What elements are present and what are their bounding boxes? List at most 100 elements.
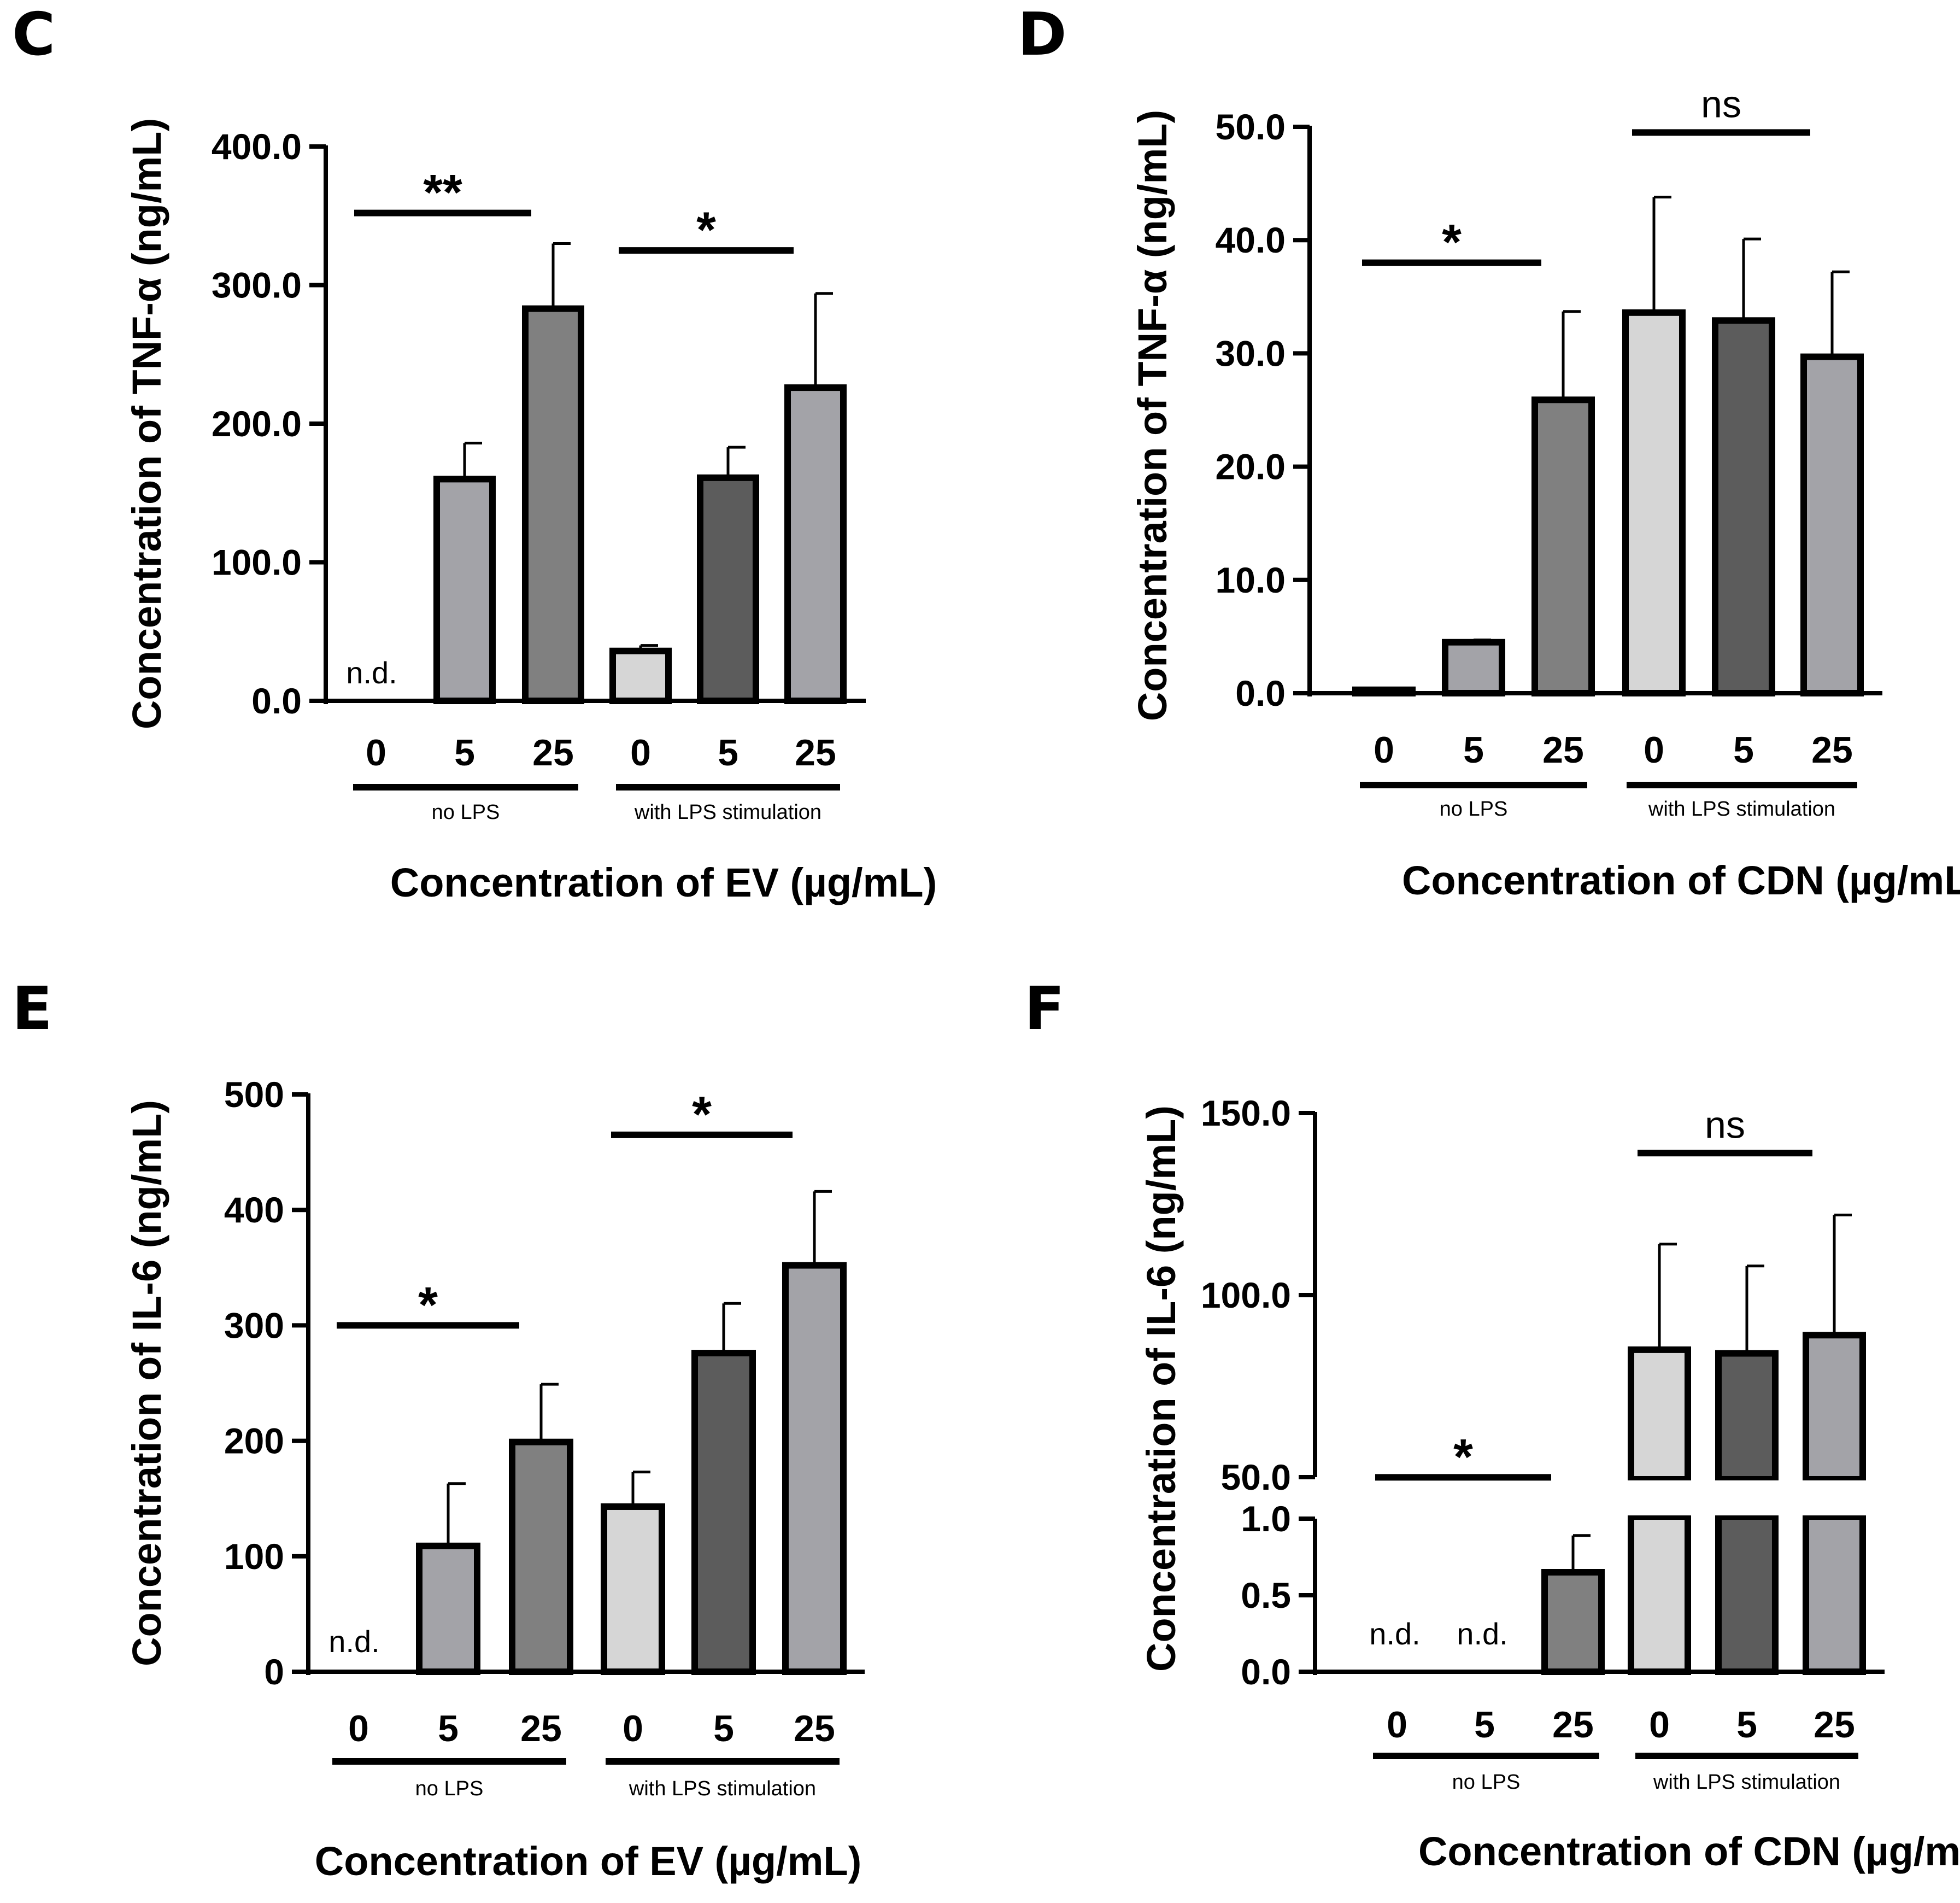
panel-d-chart: 0.0 10.0 20.0 30.0 40.0 50.0 * ns D 0 5 25 0 5 25 no LP…: [1018, 1, 1960, 903]
y-tick-label: 100.0: [1201, 1275, 1291, 1315]
y-axis-title: Concentration of TNF-α (ng/mL): [1130, 110, 1175, 721]
data-bar: [1800, 353, 1864, 696]
group-label: with LPS stimulation: [634, 801, 821, 824]
x-tick-label: 0: [1387, 1704, 1407, 1746]
data-bar-upper: [1803, 1332, 1866, 1483]
axis-break-gap: [1310, 1480, 1894, 1515]
y-tick-label: 300.0: [212, 265, 302, 306]
y-tick-label: 0.0: [1241, 1652, 1291, 1692]
x-tick-label: 25: [795, 732, 836, 774]
group-label: with LPS stimulation: [1653, 1771, 1840, 1794]
y-tick-label: 50.0: [1221, 1457, 1291, 1497]
x-axis-title: Concentration of EV (µg/mL): [315, 1838, 861, 1884]
x-tick-label: 25: [794, 1708, 835, 1749]
significance-label: **: [423, 165, 462, 221]
y-tick-label: 0.5: [1241, 1575, 1291, 1615]
panel-letter: D: [1018, 1, 1067, 69]
x-tick-label: 25: [520, 1708, 562, 1749]
x-tick-label: 0: [366, 732, 386, 774]
panel-letter: E: [12, 975, 52, 1043]
y-tick-label: 40.0: [1216, 220, 1286, 260]
panel-e-chart: 0 100 200 300 400 500 n.d. * * E 0 5 25 0 5 25 no LPS wit…: [12, 975, 865, 1884]
x-tick-label: 5: [1474, 1704, 1495, 1746]
x-tick-label: 5: [1463, 729, 1484, 771]
x-tick-label: 5: [1736, 1704, 1757, 1746]
data-bar: [416, 1542, 480, 1675]
data-bar: [691, 1350, 756, 1675]
data-bar: [1712, 317, 1775, 696]
data-bar-lower: [1803, 1513, 1866, 1675]
x-tick-label: 0: [1644, 729, 1664, 771]
y-axis-title: Concentration of TNF-α (ng/mL): [124, 118, 169, 729]
data-bar-lower: [1715, 1513, 1779, 1675]
y-tick-label: 0: [264, 1652, 284, 1692]
y-axis-title: Concentration of IL-6 (ng/mL): [124, 1100, 169, 1666]
data-bar: [782, 1262, 847, 1675]
x-tick-label: 0: [1649, 1704, 1670, 1746]
significance-label: *: [418, 1277, 438, 1333]
data-bar: [1622, 309, 1686, 696]
x-tick-label: 25: [1542, 729, 1584, 771]
not-detected-label: n.d.: [1369, 1617, 1420, 1651]
y-tick-label: 100: [224, 1536, 284, 1577]
y-tick-label: 400.0: [212, 126, 302, 167]
data-bar: [522, 305, 584, 704]
significance-label: *: [1453, 1429, 1473, 1485]
data-bar: [609, 647, 672, 704]
data-bar-upper: [1715, 1350, 1779, 1483]
data-bar-lower: [1628, 1513, 1691, 1675]
data-bar: [509, 1438, 573, 1675]
data-bar: [1541, 1569, 1605, 1675]
y-tick-label: 0.0: [251, 681, 302, 721]
group-label: with LPS stimulation: [1648, 798, 1835, 821]
data-bar: [697, 474, 759, 704]
y-tick-label: 1.0: [1241, 1498, 1291, 1539]
panel-f-chart: 50.0 100.0 150.0 0.0 0.5 1.0 n.d. n.d. * ns F 0 5 25 0…: [1024, 975, 1960, 1874]
x-tick-label: 5: [713, 1708, 734, 1749]
x-tick-label: 0: [623, 1708, 643, 1749]
data-bar: [1531, 396, 1595, 696]
panel-letter: C: [12, 1, 55, 69]
y-tick-label: 400: [224, 1190, 284, 1230]
x-axis-title: Concentration of EV (µg/mL): [390, 860, 937, 905]
group-label: no LPS: [432, 801, 500, 824]
x-tick-label: 5: [438, 1708, 459, 1749]
not-detected-label: n.d.: [346, 655, 397, 690]
data-bar: [601, 1503, 665, 1675]
y-tick-label: 0.0: [1235, 673, 1286, 713]
not-detected-label: n.d.: [328, 1624, 379, 1659]
y-tick-label: 500: [224, 1074, 284, 1115]
x-tick-label: 0: [630, 732, 651, 774]
y-tick-label: 50.0: [1216, 107, 1286, 147]
x-tick-label: 5: [1733, 729, 1754, 771]
y-tick-label: 10.0: [1216, 560, 1286, 600]
x-tick-label: 25: [1811, 729, 1853, 771]
significance-label: *: [1442, 215, 1462, 271]
significance-label: *: [692, 1087, 712, 1143]
significance-label: ns: [1701, 83, 1741, 125]
y-tick-label: 200: [224, 1421, 284, 1461]
y-tick-label: 300: [224, 1305, 284, 1345]
y-tick-label: 100.0: [212, 542, 302, 583]
data-bar-upper: [1628, 1346, 1691, 1483]
x-axis-title: Concentration of CDN (µg/mL): [1402, 858, 1960, 903]
data-bar: [1352, 686, 1416, 697]
data-bar: [1442, 639, 1505, 697]
x-axis-title: Concentration of CDN (µg/mL): [1418, 1829, 1960, 1874]
y-tick-label: 30.0: [1216, 333, 1286, 373]
data-bar: [433, 476, 496, 705]
group-label: no LPS: [1440, 798, 1508, 821]
significance-label: *: [696, 202, 716, 258]
data-bar: [784, 384, 847, 704]
not-detected-label: n.d.: [1457, 1617, 1507, 1651]
group-label: no LPS: [1452, 1771, 1521, 1794]
y-tick-label: 150.0: [1201, 1093, 1291, 1133]
x-tick-label: 0: [1374, 729, 1394, 771]
x-tick-label: 25: [1552, 1704, 1594, 1746]
group-label: no LPS: [415, 1777, 484, 1800]
significance-label: ns: [1705, 1103, 1745, 1146]
x-tick-label: 5: [718, 732, 738, 774]
x-tick-label: 25: [532, 732, 574, 774]
